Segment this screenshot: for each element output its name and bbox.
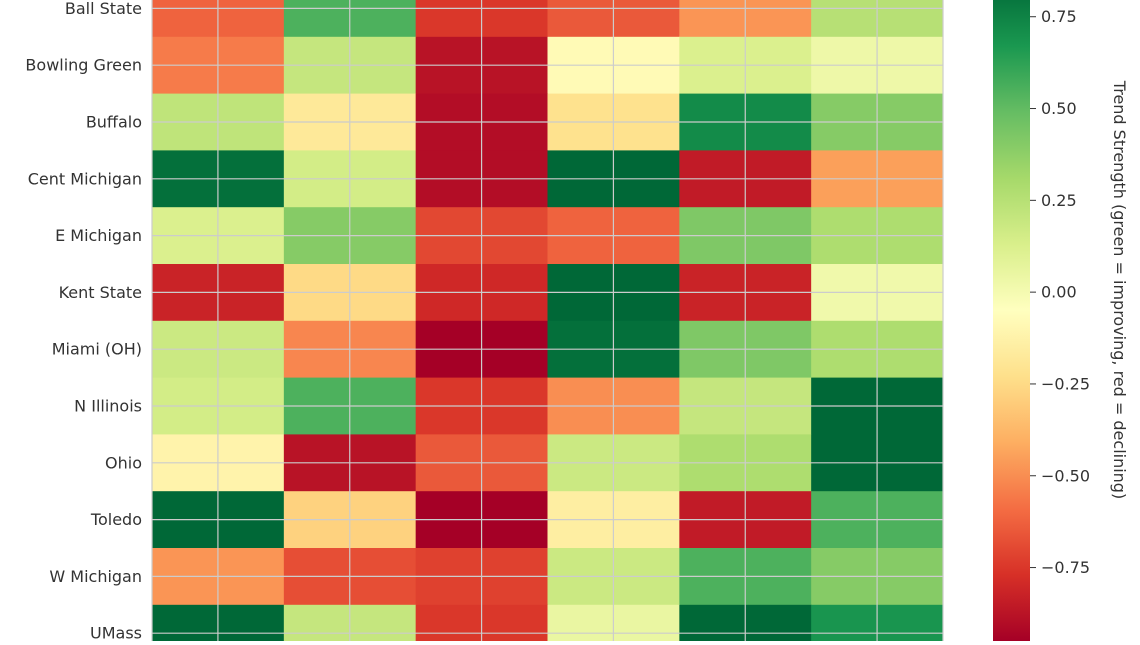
row-label: Ohio: [105, 453, 142, 472]
row-label: Miami (OH): [52, 340, 142, 359]
heatmap-cells: [152, 0, 944, 645]
row-label: UMass: [90, 624, 142, 641]
row-label: Ball State: [65, 0, 142, 18]
row-label: W Michigan: [49, 567, 142, 586]
colorbar-tick-label: 0.00: [1041, 283, 1077, 302]
row-label: N Illinois: [74, 397, 142, 416]
row-label: Cent Michigan: [28, 169, 142, 188]
row-label: E Michigan: [55, 226, 142, 245]
row-label: Bowling Green: [25, 56, 142, 75]
row-label: Buffalo: [86, 113, 142, 132]
colorbar-tick-label: 0.25: [1041, 191, 1077, 210]
row-label: Toledo: [90, 510, 142, 529]
colorbar-gradient: [993, 0, 1030, 641]
colorbar-tick-label: −0.25: [1041, 374, 1090, 393]
row-label: Kent State: [59, 283, 142, 302]
colorbar-tick-label: −0.75: [1041, 558, 1090, 577]
row-labels: Ball State Bowling Green Buffalo Cent Michi…: [25, 0, 142, 643]
colorbar: 0.75 0.50 0.25 0.00 −0.25 −0.50 −0.75 Trend Str…: [993, 0, 1129, 641]
colorbar-tick-label: −0.50: [1041, 466, 1090, 485]
heatmap-gridlines: [151, 0, 944, 641]
colorbar-label: Trend Strength (green = improving, red =…: [1110, 80, 1129, 499]
colorbar-tick-label: 0.75: [1041, 7, 1077, 26]
colorbar-tick-label: 0.50: [1041, 99, 1077, 118]
